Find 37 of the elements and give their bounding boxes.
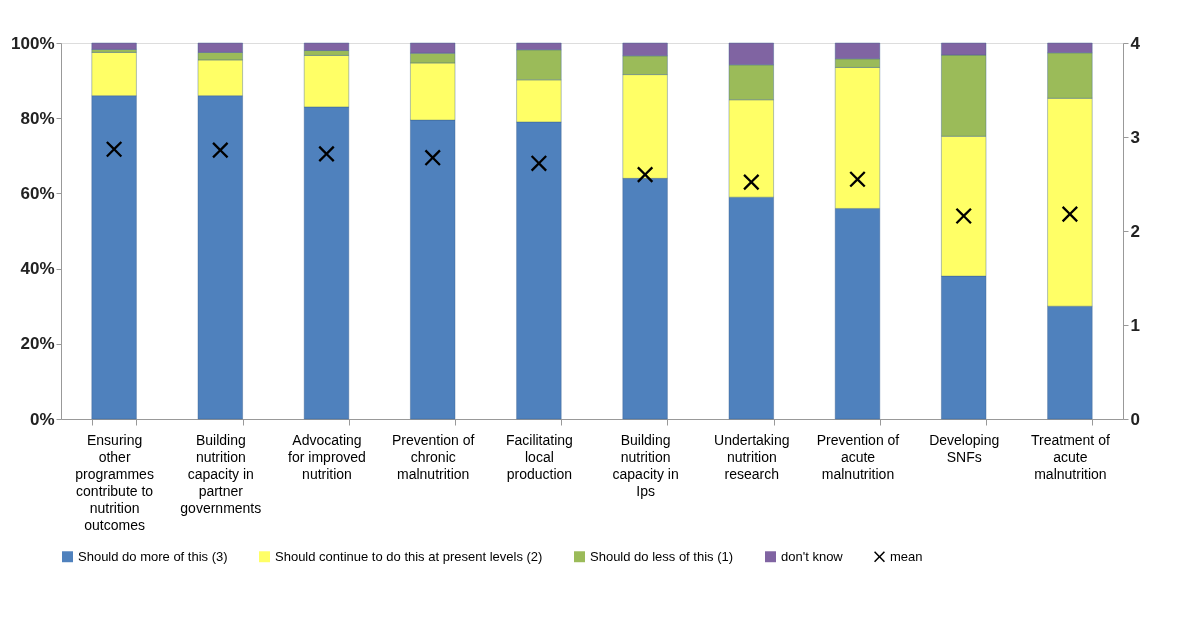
y2-tick-label: 0 [1130, 409, 1140, 429]
y-tick-label: 20% [20, 334, 55, 354]
legend-label: don't know [781, 548, 844, 564]
point [955, 207, 972, 225]
y-tick-label: 0% [29, 409, 55, 429]
x-tick-label: Prevention of chronic malnutrition [391, 431, 475, 482]
legend-label: Should do less of this (1) [590, 548, 734, 564]
x-tick-label: Facilitating local production [505, 431, 573, 482]
point [849, 171, 866, 188]
x-tick-label: Undertaking nutrition research [714, 431, 790, 482]
x-tick-label: Advocating for improved nutrition [288, 431, 366, 482]
point [212, 142, 229, 159]
y2-tick-label: 2 [1130, 221, 1140, 241]
legend-label: mean [890, 548, 923, 564]
x-tick-label: Building nutrition capacity in partner governments [180, 431, 262, 516]
y-tick-label: 40% [20, 259, 55, 279]
y-tick-label: 100% [11, 33, 55, 53]
point [1061, 206, 1078, 223]
x-tick-label: Building nutrition capacity in Ips [612, 431, 679, 499]
y2-tick-label: 3 [1130, 127, 1140, 147]
legend-label: Should do more of this (3) [78, 548, 228, 564]
x-tick-label: Ensuring other programmes contribute to nutrition outcomes [75, 431, 154, 533]
point [106, 141, 123, 158]
x-tick-label: Developing SNFs [929, 431, 1000, 465]
point [530, 155, 547, 172]
y-tick-label: 80% [20, 108, 55, 128]
y-tick-label: 60% [20, 183, 55, 203]
legend-label: Should continue to do this at present levels (2) [275, 548, 543, 564]
point [637, 166, 654, 183]
x-tick-label: Treatment of acute malnutrition [1030, 431, 1110, 482]
y2-tick-label: 1 [1130, 315, 1140, 335]
bar [91, 42, 137, 50]
point [318, 145, 335, 162]
point [424, 149, 441, 166]
x-tick-label: Prevention of acute malnutrition [816, 431, 900, 482]
y2-tick-label: 4 [1130, 33, 1141, 53]
point [743, 174, 760, 191]
